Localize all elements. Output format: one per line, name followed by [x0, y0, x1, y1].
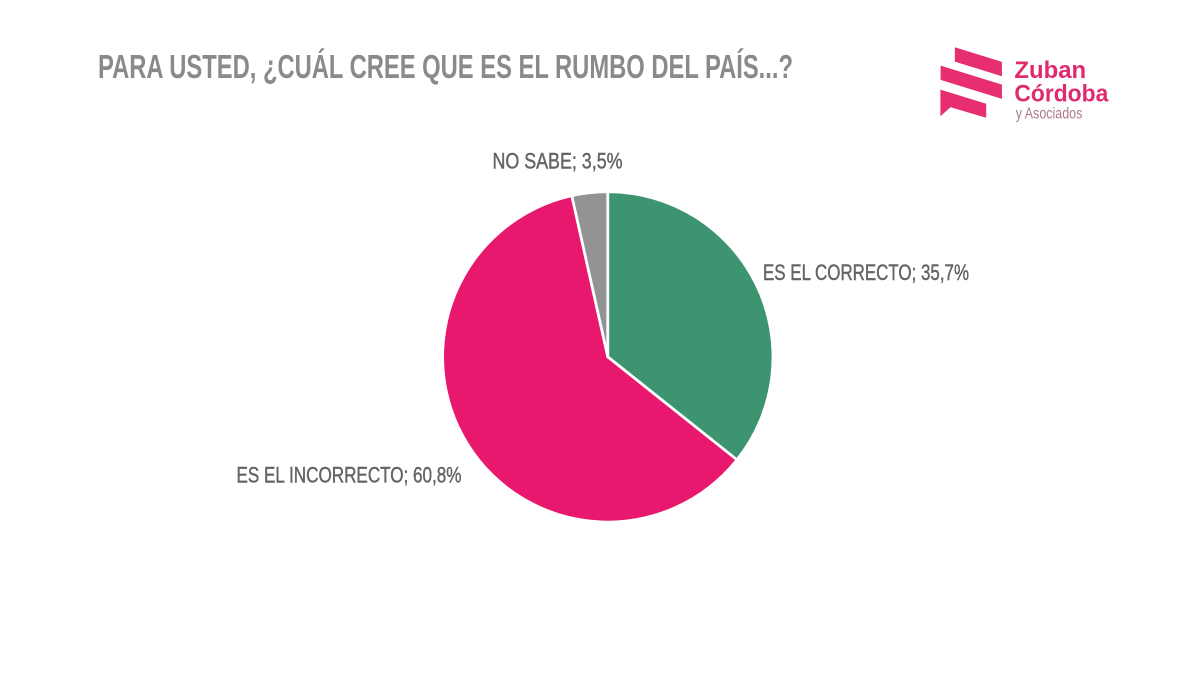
svg-text:Córdoba: Córdoba [1014, 81, 1109, 108]
svg-text:ES EL CORRECTO; 35,7%: ES EL CORRECTO; 35,7% [763, 260, 969, 285]
svg-text:NO SABE; 3,5%: NO SABE; 3,5% [493, 148, 623, 173]
svg-text:y Asociados: y Asociados [1016, 106, 1083, 123]
svg-text:PARA USTED, ¿CUÁL CREE QUE ES: PARA USTED, ¿CUÁL CREE QUE ES EL RUMBO D… [98, 48, 793, 86]
svg-text:ES EL INCORRECTO; 60,8%: ES EL INCORRECTO; 60,8% [237, 462, 462, 487]
svg-text:Zuban: Zuban [1014, 57, 1086, 84]
